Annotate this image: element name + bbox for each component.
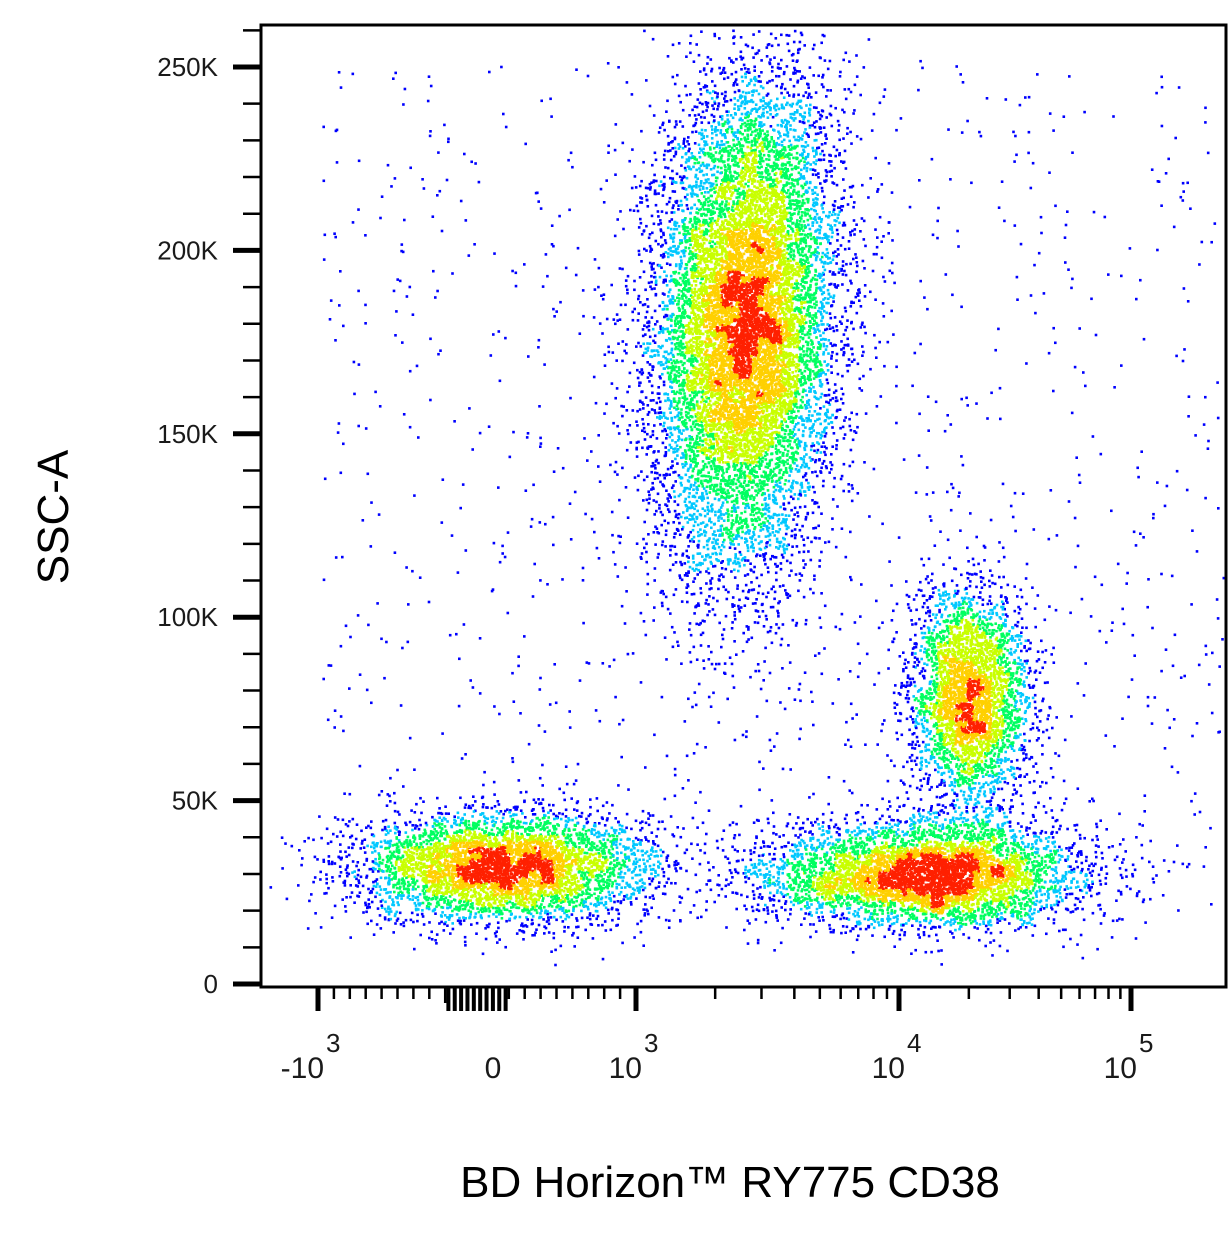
flow-cytometry-plot: 0 50K 100K 150K 200K 250K -10 3 0 10 3 10 4 10 5 SSC-… xyxy=(0,0,1230,1230)
y-axis: 0 50K 100K 150K 200K 250K xyxy=(157,30,261,999)
x-tick-exponent: 4 xyxy=(907,1028,921,1058)
x-tick-exponent: 3 xyxy=(644,1028,658,1058)
x-tick-exponent: 5 xyxy=(1139,1028,1153,1058)
x-axis-title: BD Horizon™ RY775 CD38 xyxy=(460,1158,1000,1207)
x-tick-label: 0 xyxy=(485,1052,502,1085)
x-tick-label: 10 xyxy=(1104,1052,1137,1085)
x-tick-label: -10 xyxy=(281,1052,324,1085)
y-tick-label: 0 xyxy=(204,969,218,999)
y-axis-title: SSC-A xyxy=(29,449,78,584)
y-tick-label: 250K xyxy=(157,52,218,82)
y-tick-label: 150K xyxy=(157,419,218,449)
y-tick-label: 50K xyxy=(172,786,219,816)
scatter-points xyxy=(270,30,1226,967)
y-tick-label: 200K xyxy=(157,235,218,265)
x-tick-label: 10 xyxy=(872,1052,905,1085)
x-tick-exponent: 3 xyxy=(326,1028,340,1058)
x-tick-label: 10 xyxy=(609,1052,642,1085)
y-tick-label: 100K xyxy=(157,602,218,632)
